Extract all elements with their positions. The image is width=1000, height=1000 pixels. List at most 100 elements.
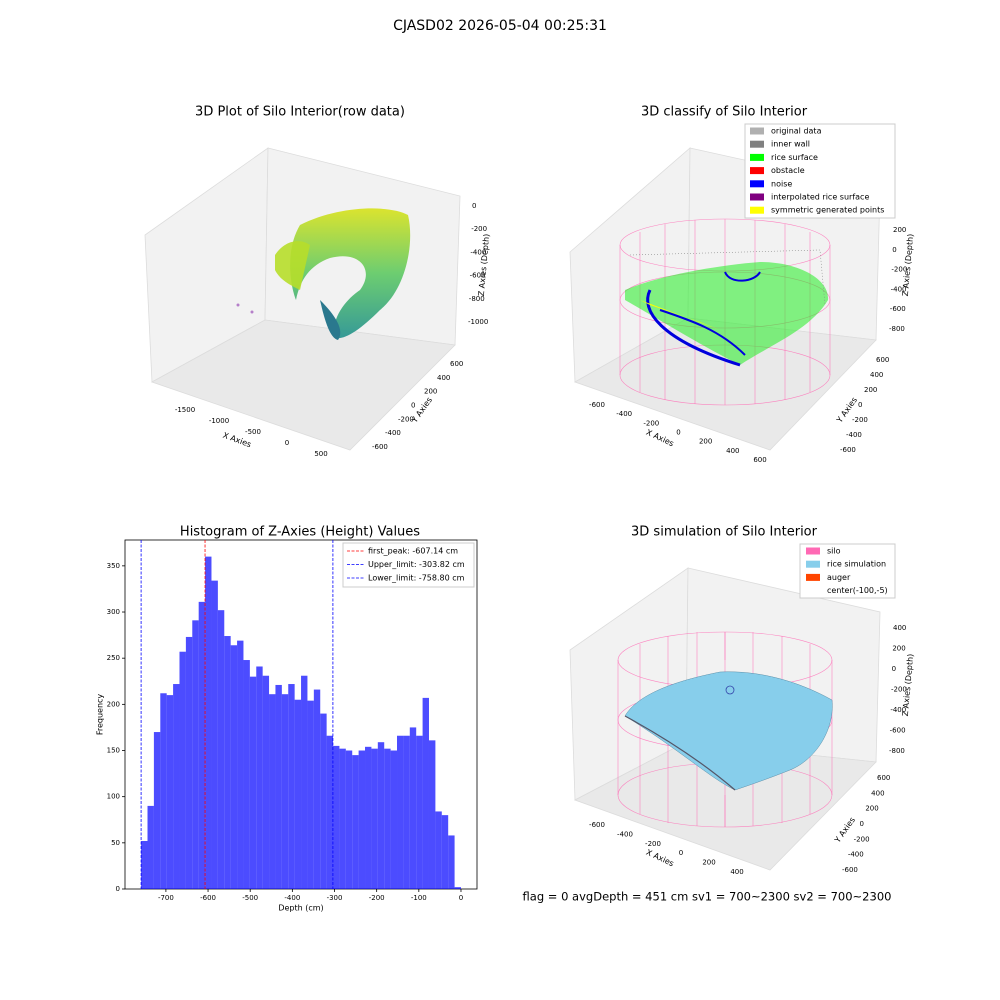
bar: [288, 684, 295, 889]
tick-label: -600: [589, 821, 605, 829]
tick-label: -800: [889, 325, 905, 333]
tick-label: 0: [411, 402, 415, 410]
tick-label: -600: [372, 443, 388, 451]
bar: [454, 887, 461, 889]
bar: [409, 727, 417, 889]
legend-swatch: [750, 206, 764, 214]
axis-label: Z Axies (Depth): [901, 653, 915, 716]
bar: [224, 636, 231, 889]
x-tick-label: -500: [242, 894, 258, 902]
bar: [230, 645, 238, 889]
bar: [358, 750, 366, 889]
figure-title: CJASD02 2026-05-04 00:25:31: [393, 18, 607, 34]
bar: [345, 750, 353, 889]
tick-label: 400: [893, 624, 906, 632]
bar: [166, 695, 174, 889]
bar: [390, 750, 398, 889]
tick-label: 0: [676, 429, 680, 437]
bar: [352, 755, 359, 889]
tick-label: -200: [643, 419, 659, 427]
legend-label: Upper_limit: -303.82 cm: [368, 560, 465, 569]
legend-label: original data: [771, 127, 822, 136]
bar: [416, 735, 423, 889]
bar: [320, 713, 327, 889]
bar: [428, 740, 436, 889]
legend-swatch: [750, 140, 764, 148]
bar: [301, 675, 308, 889]
bar: [365, 746, 372, 889]
bar: [153, 732, 161, 889]
x-tick-label: -300: [327, 894, 343, 902]
tick-label: 200: [702, 859, 715, 867]
tick-label: -600: [842, 866, 858, 874]
bar: [333, 745, 340, 889]
legend-label: obstacle: [771, 166, 805, 175]
tick-label: 0: [858, 401, 862, 409]
tick-label: -600: [470, 272, 486, 280]
x-tick-label: -200: [369, 894, 385, 902]
bar: [198, 601, 206, 889]
tick-label: -200: [891, 686, 907, 694]
chart-title: 3D classify of Silo Interior: [641, 105, 808, 120]
tick-label: 400: [870, 371, 883, 379]
tick-label: -1000: [209, 417, 229, 425]
bar: [448, 835, 455, 889]
bar: [281, 694, 289, 889]
legend-label: auger: [827, 573, 851, 582]
legend-label: noise: [771, 179, 792, 188]
bar: [269, 694, 276, 889]
legend-label: rice surface: [771, 153, 818, 162]
tick-label: -200: [645, 840, 661, 848]
bar: [243, 660, 250, 889]
bar: [307, 700, 314, 889]
bar: [185, 636, 193, 889]
y-tick-label: 350: [107, 562, 120, 570]
tick-label: 0: [892, 665, 896, 673]
tick-label: -400: [890, 706, 906, 714]
legend-swatch: [806, 573, 820, 581]
tick-label: -1000: [468, 318, 488, 326]
tick-label: 400: [730, 868, 743, 876]
bar: [403, 735, 410, 889]
y-tick-label: 150: [107, 747, 120, 755]
bar: [262, 675, 270, 889]
legend-label: interpolated rice surface: [771, 193, 869, 202]
bar: [237, 640, 244, 889]
tick-label: -600: [589, 401, 605, 409]
tick-label: 200: [424, 388, 437, 396]
chart-title: 3D Plot of Silo Interior(row data): [195, 105, 405, 120]
tick-label: -500: [245, 428, 261, 436]
tick-label: -200: [854, 835, 870, 843]
legend-label: rice simulation: [827, 560, 886, 569]
legend-label: inner wall: [771, 140, 810, 149]
tick-label: 200: [864, 386, 877, 394]
x-tick-label: -600: [200, 894, 216, 902]
tick-label: 0: [892, 246, 896, 254]
bar: [371, 748, 378, 889]
tick-label: -400: [385, 429, 401, 437]
chart-title: Histogram of Z-Axies (Height) Values: [180, 525, 420, 540]
bar: [173, 684, 180, 889]
bar: [441, 815, 449, 889]
tick-label: -400: [617, 830, 633, 838]
x-tick-label: -400: [284, 894, 300, 902]
bar: [397, 735, 404, 889]
tick-label: -200: [891, 266, 907, 274]
bar: [211, 580, 218, 889]
legend-swatch: [806, 560, 820, 568]
bar: [339, 748, 346, 889]
tick-label: -400: [470, 248, 486, 256]
tick-label: 400: [437, 374, 450, 382]
tick-label: 600: [876, 356, 889, 364]
axis-label: Depth (cm): [278, 904, 323, 913]
bar: [275, 684, 282, 889]
tick-label: 0: [679, 849, 683, 857]
tick-label: 0: [472, 202, 476, 210]
tick-label: -600: [890, 727, 906, 735]
tick-label: -200: [398, 415, 414, 423]
bar: [435, 811, 442, 889]
legend-label: center(-100,-5): [827, 586, 888, 595]
legend-swatch: [750, 167, 764, 175]
legend-swatch: [806, 547, 820, 555]
